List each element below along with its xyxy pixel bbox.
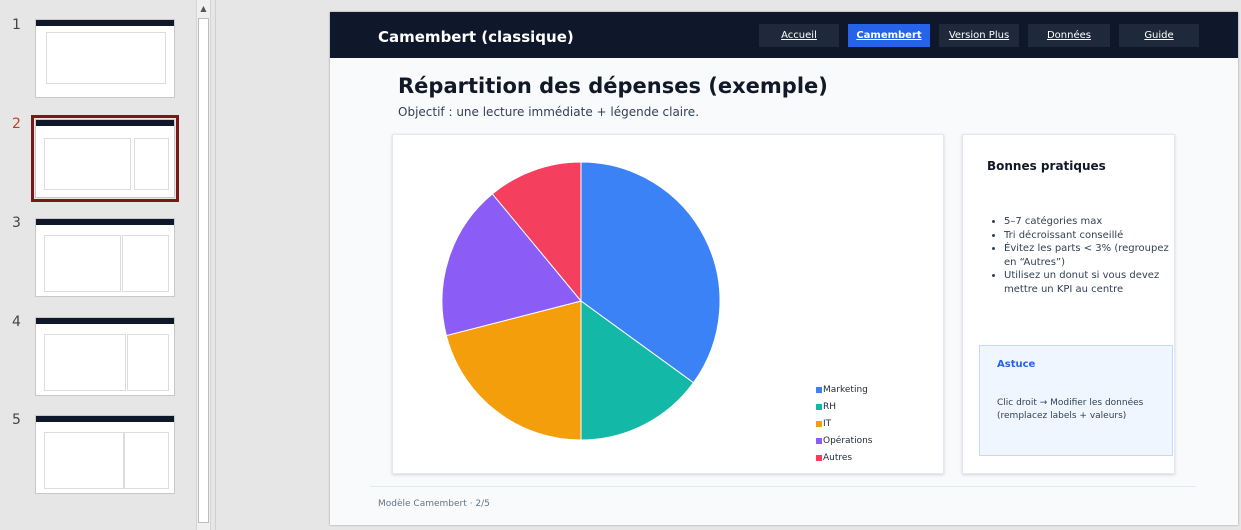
hint-title: Astuce [997,359,1036,370]
thumb-number: 5 [12,412,21,428]
tips-title: Bonnes pratiques [987,159,1106,173]
thumb-header [36,219,174,225]
slide-thumbnail-4[interactable] [35,317,175,396]
nav-link-donnees[interactable]: Données [1028,24,1110,47]
pie-slice-autres[interactable] [491,161,582,303]
pane-divider[interactable] [215,0,216,530]
slide-title: Répartition des dépenses (exemple) [398,74,828,98]
pie-chart[interactable] [393,135,943,473]
thumb-content [44,432,124,489]
slide-thumbnail-5[interactable] [35,415,175,494]
scrollbar-thumb[interactable] [198,18,209,523]
legend-label: RH [823,402,837,412]
slide-brand-title: Camembert (classique) [378,28,574,46]
thumb-number: 4 [12,314,21,330]
tips-card: Bonnes pratiques 5–7 catégories max Tri … [962,134,1175,474]
thumb-content [44,138,131,190]
chart-card[interactable]: Marketing RH IT Opérations Autres [392,134,944,474]
thumbnail-scrollbar[interactable]: ▲ [196,0,211,530]
thumb-number: 3 [12,215,21,231]
pie-slice-marketing[interactable] [580,161,721,384]
thumb-header [36,120,174,126]
legend-swatch [816,404,822,410]
pie-slice-rh[interactable] [580,300,695,441]
legend-swatch [816,455,822,461]
hint-body: Clic droit → Modifier les données (rempl… [997,398,1144,421]
hint-box: Astuce Clic droit → Modifier les données… [979,345,1173,456]
slide-subtitle: Objectif : une lecture immédiate + légen… [398,105,700,119]
thumb-content [44,334,126,391]
legend-swatch [816,421,822,427]
slide-canvas: Camembert (classique) Accueil Camembert … [330,12,1238,525]
nav-link-guide[interactable]: Guide [1119,24,1199,47]
thumb-content [134,138,169,190]
slide-thumbnail-panel: 1 2 3 4 5 [0,0,196,530]
nav-link-camembert[interactable]: Camembert [848,24,930,47]
scroll-up-arrow-icon[interactable]: ▲ [200,4,207,13]
slide-thumbnail-2[interactable] [31,115,179,202]
thumb-header [36,20,174,26]
thumb-content [127,334,169,391]
tip-item: Utilisez un donut si vous devez mettre u… [1004,269,1184,296]
pie-slice-operations[interactable] [441,193,582,337]
thumb-number: 2 [12,116,21,132]
legend-label: IT [823,419,832,429]
slide-thumbnail-3[interactable] [35,218,175,297]
pie-slice-it[interactable] [445,300,582,441]
thumb-content [122,235,169,292]
tips-list: 5–7 catégories max Tri décroissant conse… [988,215,1184,296]
thumb-content [124,432,169,489]
legend-label: Opérations [823,436,873,446]
tip-item: Tri décroissant conseillé [1004,229,1184,243]
thumb-header [36,416,174,422]
thumb-number: 1 [12,17,21,33]
legend-swatch [816,387,822,393]
thumb-content [44,235,121,292]
footer-divider [370,486,1196,487]
slide-thumbnail-1[interactable] [35,19,175,98]
legend-swatch [816,438,822,444]
slide-header-bar: Camembert (classique) Accueil Camembert … [330,12,1238,58]
legend-label: Marketing [823,385,868,395]
thumb-content [46,32,166,84]
slide-footer: Modèle Camembert · 2/5 [378,499,490,509]
tip-item: Évitez les parts < 3% (regroupez en “Aut… [1004,242,1184,269]
tip-item: 5–7 catégories max [1004,215,1184,229]
nav-link-accueil[interactable]: Accueil [759,24,839,47]
nav-link-version-plus[interactable]: Version Plus [939,24,1019,47]
thumb-header [36,318,174,324]
legend-label: Autres [823,453,853,463]
